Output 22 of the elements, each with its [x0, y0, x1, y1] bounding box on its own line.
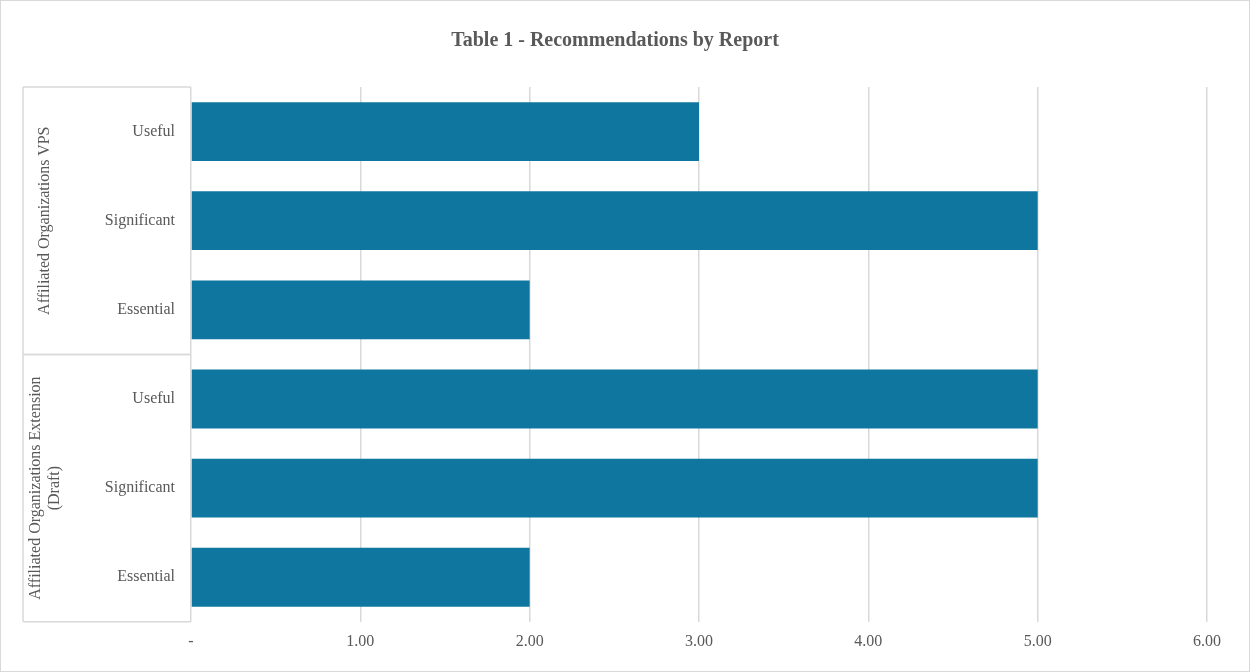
text: Affiliated Organizations VPS	[35, 126, 54, 315]
y-tick-label: Useful	[132, 121, 176, 139]
y-tick-label: Essential	[117, 567, 176, 585]
x-tick-label: 1.00	[346, 631, 375, 649]
x-tick-label: -	[188, 631, 194, 649]
y-tick-label: Significant	[104, 210, 176, 229]
bar	[191, 458, 1038, 518]
bar	[191, 191, 1038, 251]
bar	[191, 102, 699, 161]
y-tick-label: Useful	[132, 389, 176, 407]
bar	[191, 280, 530, 340]
x-tick-label: 2.00	[515, 631, 544, 649]
x-tick-label: 4.00	[854, 631, 883, 649]
x-tick-label: 5.00	[1023, 631, 1052, 649]
y-tick-label: Essential	[117, 300, 176, 318]
chart-title: Table 1 - Recommendations by Report	[451, 28, 780, 52]
x-tick-label: 3.00	[685, 631, 713, 649]
bar	[191, 369, 1038, 429]
y-tick-label: Significant	[104, 478, 176, 497]
x-tick-label: 6.00	[1193, 631, 1221, 649]
bar	[191, 547, 530, 607]
text: Affiliated Organizations Extension (Draft)	[25, 376, 63, 600]
